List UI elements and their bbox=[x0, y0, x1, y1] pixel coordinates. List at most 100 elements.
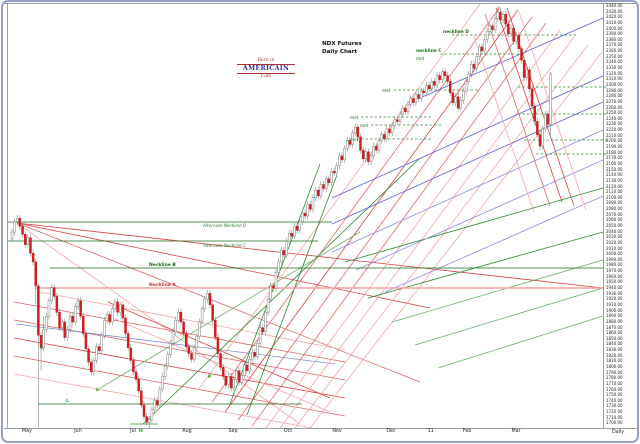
candle bbox=[419, 87, 423, 102]
candle bbox=[367, 148, 370, 166]
candle bbox=[340, 152, 344, 164]
candle bbox=[507, 20, 510, 38]
chart-title-line2: Daily Chart bbox=[322, 49, 357, 55]
candle bbox=[116, 298, 119, 316]
candle bbox=[390, 122, 394, 137]
candle bbox=[533, 102, 536, 125]
candle bbox=[272, 282, 275, 292]
price-tick-label: 2400.00 bbox=[606, 25, 623, 31]
price-tick-label: 2340.00 bbox=[606, 59, 623, 65]
alt-neckline-d-label: Alternate Neckline D bbox=[202, 223, 247, 228]
plot-top-border bbox=[4, 3, 637, 4]
candle bbox=[282, 246, 286, 259]
price-tick-label: 2290.00 bbox=[606, 87, 623, 93]
candle bbox=[171, 328, 175, 347]
pivot-label-l2: L bbox=[66, 398, 69, 404]
month-label: Aug bbox=[182, 429, 192, 434]
met-label-4: met bbox=[360, 123, 369, 128]
green-up-fan-2 bbox=[96, 231, 361, 391]
candle bbox=[187, 343, 191, 357]
price-tick-label: 2420.00 bbox=[606, 14, 623, 20]
candle bbox=[285, 237, 288, 259]
candle bbox=[124, 314, 127, 337]
price-tick-label: 2080.00 bbox=[606, 206, 623, 212]
candle bbox=[126, 330, 130, 352]
candle bbox=[253, 348, 257, 360]
candle bbox=[68, 312, 72, 333]
candle bbox=[446, 72, 449, 85]
green-up-right-3 bbox=[391, 259, 604, 323]
candle bbox=[150, 406, 154, 423]
candle bbox=[375, 142, 378, 154]
candle bbox=[142, 401, 146, 420]
candle bbox=[219, 350, 222, 371]
logo-script-top: Born in bbox=[257, 58, 275, 63]
alt-neckline-c-label: Alternate Neckline C bbox=[202, 243, 246, 248]
candle bbox=[480, 43, 484, 55]
candle bbox=[129, 344, 133, 364]
candle bbox=[549, 71, 552, 139]
blue-up-5 bbox=[384, 195, 604, 293]
month-label: Oct bbox=[283, 429, 293, 434]
candle bbox=[42, 316, 45, 352]
candle bbox=[174, 316, 177, 336]
green-up-right-2 bbox=[367, 231, 604, 299]
rally-channel-9 bbox=[309, 51, 603, 429]
candle bbox=[52, 284, 56, 300]
candle bbox=[31, 249, 35, 266]
price-tick-label: 1770.00 bbox=[606, 380, 623, 386]
candle bbox=[475, 53, 478, 72]
candle bbox=[396, 116, 399, 125]
candle bbox=[517, 32, 521, 53]
candle bbox=[346, 136, 349, 152]
candle bbox=[441, 68, 444, 84]
price-tick-label: 2000.00 bbox=[606, 251, 623, 257]
price-tick-label: 2100.00 bbox=[606, 194, 623, 200]
candle bbox=[412, 95, 415, 106]
price-tick-label: 1900.00 bbox=[606, 307, 623, 313]
candle bbox=[303, 209, 307, 220]
candle bbox=[470, 60, 473, 78]
month-label: Jun bbox=[74, 429, 82, 434]
candle bbox=[145, 413, 148, 426]
green-up-right-1 bbox=[344, 187, 604, 263]
candle bbox=[269, 282, 272, 303]
candle bbox=[520, 45, 523, 64]
price-tick-label: 2070.00 bbox=[606, 211, 623, 217]
price-tick-label: 2320.00 bbox=[606, 70, 623, 76]
candle bbox=[316, 186, 320, 200]
price-tick-label: 2270.00 bbox=[606, 98, 623, 104]
price-tick-label: 1990.00 bbox=[606, 256, 623, 262]
candle bbox=[414, 91, 418, 106]
candle bbox=[79, 297, 82, 320]
candle bbox=[55, 292, 59, 316]
candle bbox=[177, 308, 180, 324]
price-tick-label: 2380.00 bbox=[606, 36, 623, 42]
price-tick-label: 1960.00 bbox=[606, 273, 623, 279]
candle bbox=[456, 93, 460, 112]
rally-channel-3 bbox=[251, 22, 547, 427]
neckline-c-label: neckline C bbox=[416, 48, 442, 54]
rally-channel-8 bbox=[294, 44, 589, 429]
timeframe-tab-daily[interactable]: Daily bbox=[612, 430, 625, 435]
candle bbox=[319, 181, 323, 200]
price-tick-label: 2140.00 bbox=[606, 172, 623, 178]
candle bbox=[95, 343, 98, 364]
candle bbox=[512, 24, 515, 45]
candle bbox=[264, 308, 267, 336]
price-tick-label: 2360.00 bbox=[606, 48, 623, 54]
price-tick-label: 2010.00 bbox=[606, 245, 623, 251]
candle bbox=[21, 222, 24, 238]
candle bbox=[541, 125, 544, 150]
month-label: Nov bbox=[332, 429, 342, 434]
candle bbox=[200, 305, 204, 326]
candle bbox=[287, 229, 291, 245]
candle bbox=[382, 131, 386, 143]
candle bbox=[298, 218, 302, 234]
price-tick-label: 2040.00 bbox=[606, 228, 623, 234]
candle bbox=[301, 209, 304, 226]
candle bbox=[155, 397, 159, 409]
price-tick-label: 2310.00 bbox=[606, 76, 623, 82]
candle bbox=[161, 372, 164, 393]
blue-up-4 bbox=[355, 159, 604, 271]
